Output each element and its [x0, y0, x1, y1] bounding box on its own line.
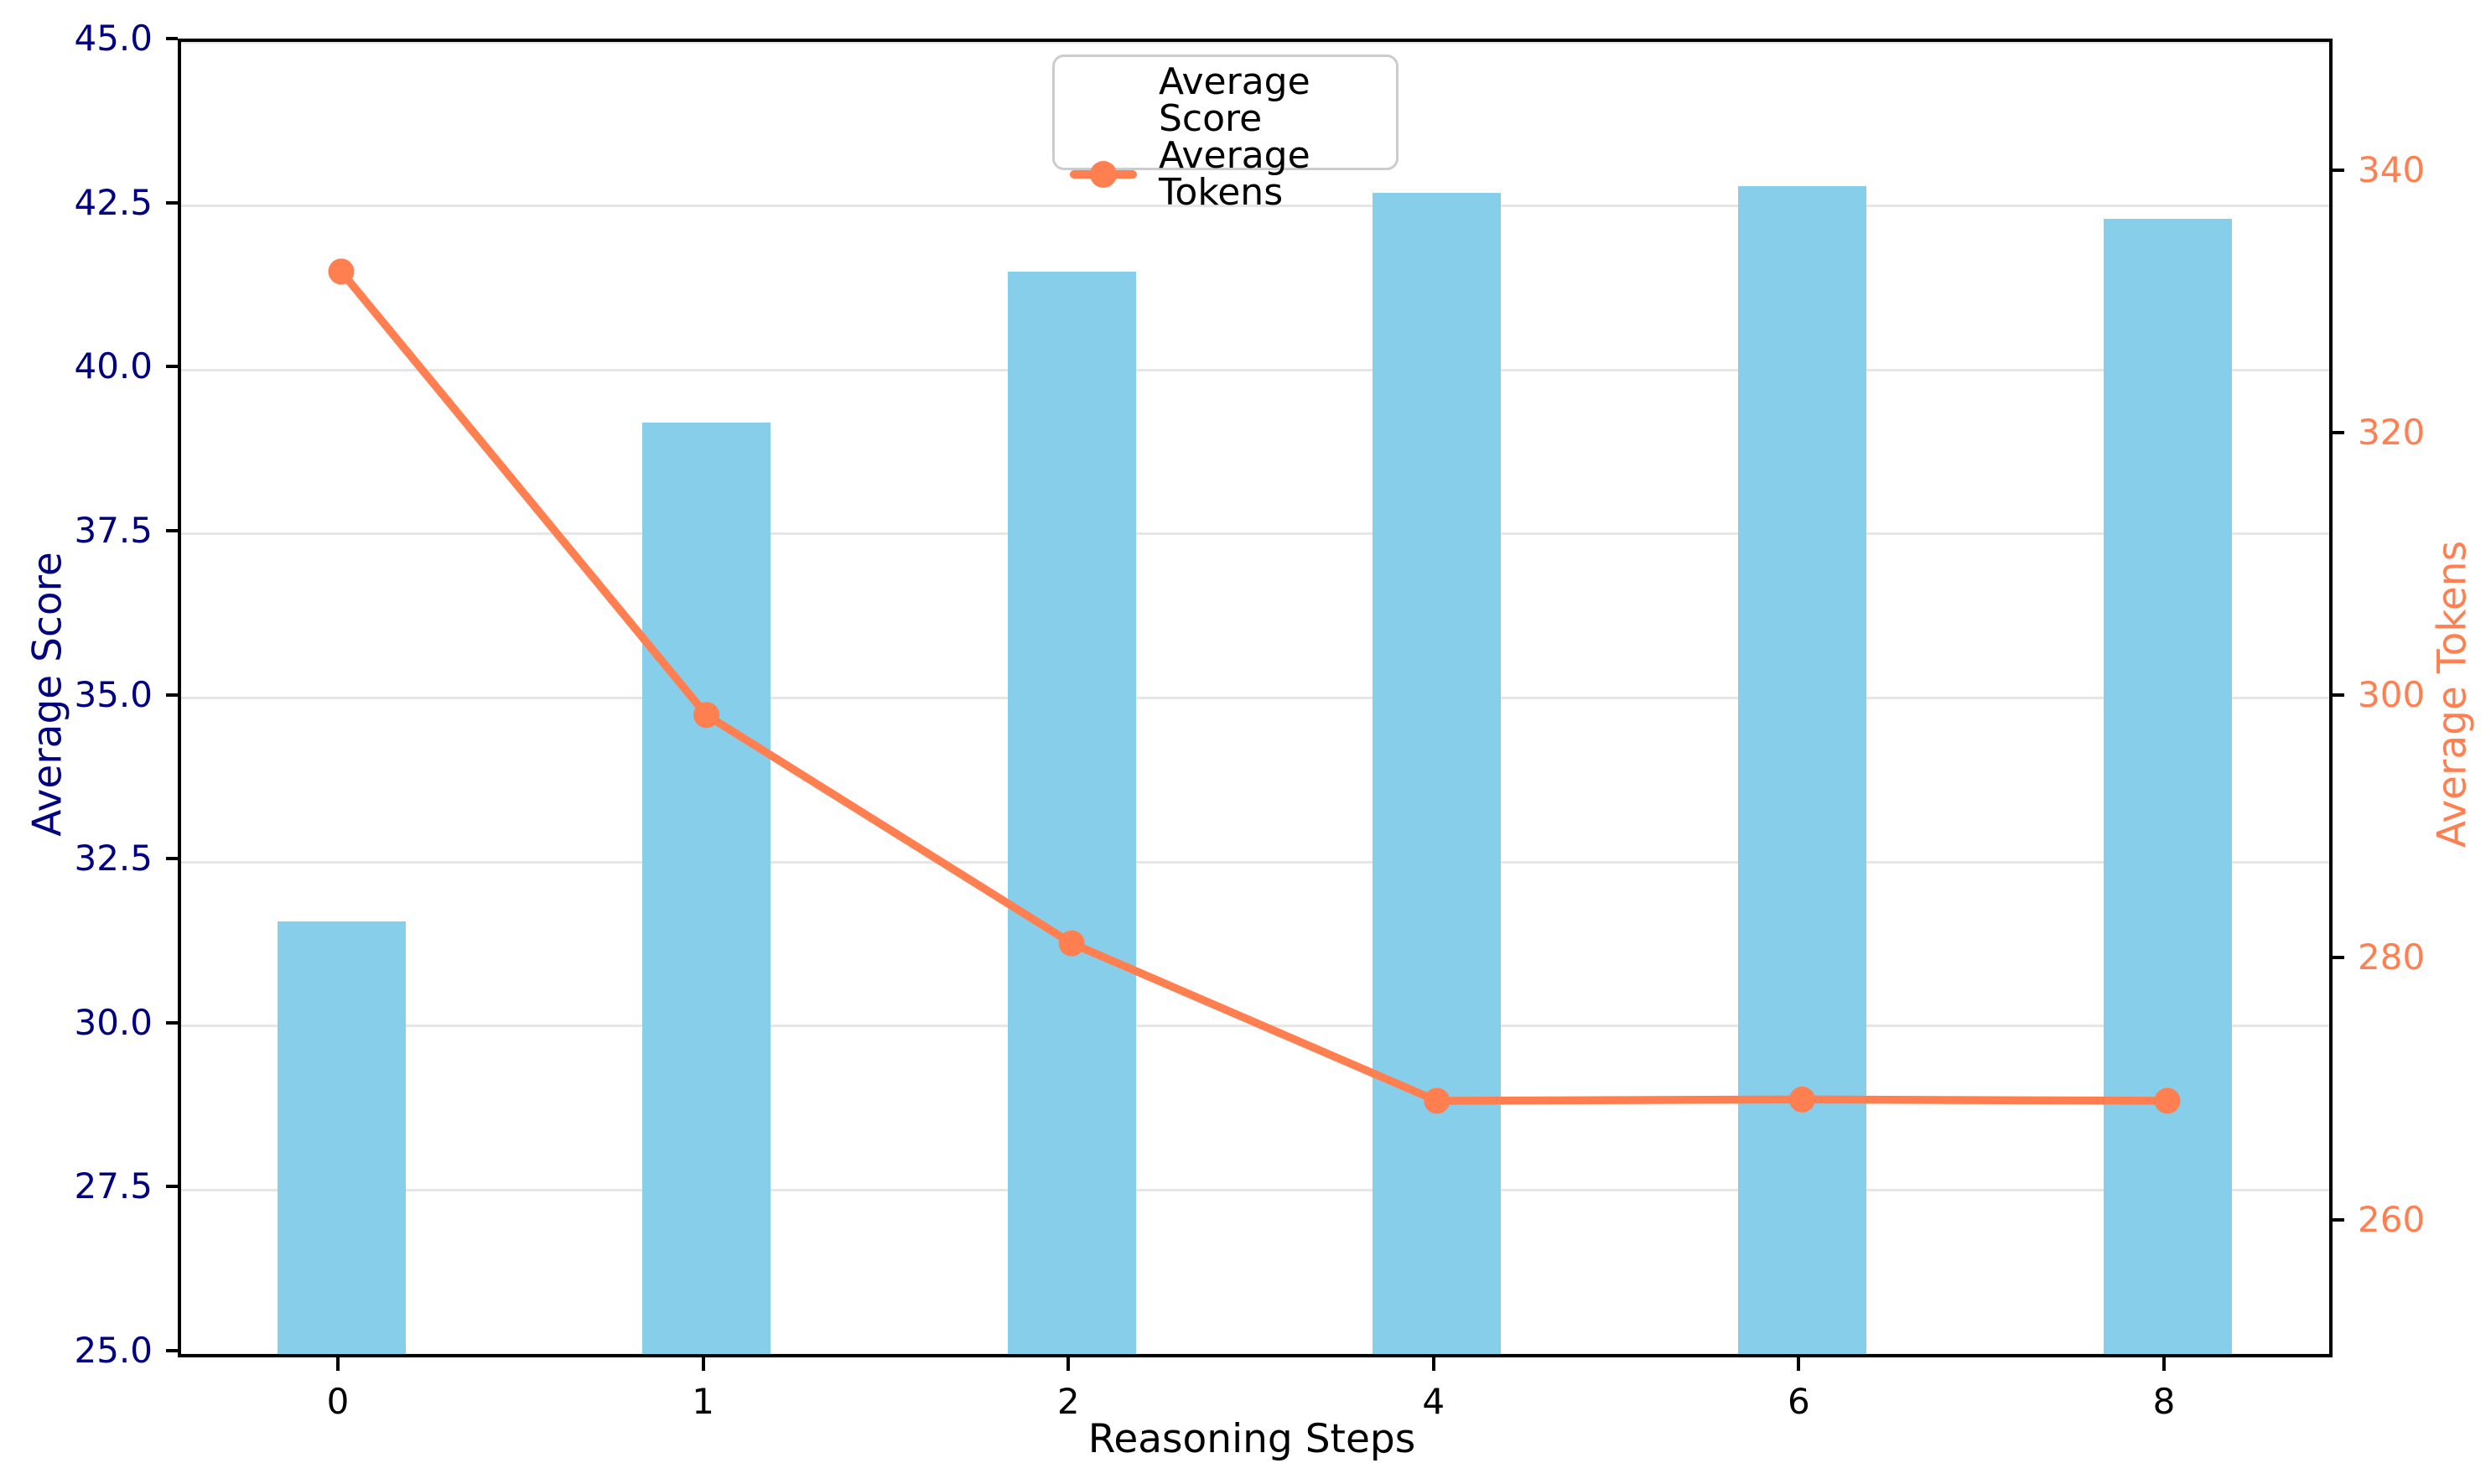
tokens-line-layer	[328, 258, 2181, 1114]
gridline	[181, 368, 2329, 371]
legend-line-swatch	[1070, 161, 1137, 188]
line-marker-2	[1058, 930, 1085, 957]
tick-mark	[166, 1349, 178, 1352]
tick-mark	[166, 37, 178, 40]
y-right-tick-label-280: 280	[2358, 936, 2426, 978]
tick-mark	[2333, 693, 2344, 697]
y-left-axis-label: Average Score	[24, 552, 71, 837]
y-left-tick-label-40.0: 40.0	[74, 345, 153, 387]
y-left-tick-label-45.0: 45.0	[74, 18, 153, 59]
y-right-tick-label-320: 320	[2358, 411, 2426, 453]
line-marker-4	[1424, 1087, 1450, 1114]
x-tick-label-0: 0	[326, 1381, 350, 1422]
y-right-tick-label-300: 300	[2358, 673, 2426, 715]
y-left-tick-label-42.5: 42.5	[74, 181, 153, 223]
bar-8	[2103, 219, 2232, 1354]
bar-2	[1007, 271, 1136, 1354]
x-tick-label-8: 8	[2152, 1381, 2176, 1422]
y-left-tick-label-37.5: 37.5	[74, 509, 153, 551]
x-tick-label-6: 6	[1788, 1381, 1810, 1422]
legend-bar-swatch	[1070, 87, 1137, 114]
tick-mark	[166, 693, 178, 697]
tick-mark	[2162, 1357, 2166, 1371]
gridline	[181, 860, 2329, 864]
y-left-tick-label-30.0: 30.0	[74, 1001, 153, 1043]
gridline	[181, 1352, 2329, 1354]
line-marker-1	[693, 702, 720, 729]
bar-6	[1737, 186, 1866, 1354]
y-right-axis-label: Average Tokens	[2429, 540, 2476, 848]
gridline	[181, 1188, 2329, 1191]
tick-mark	[1797, 1357, 1801, 1371]
bar-4	[1373, 192, 1502, 1354]
tick-mark	[1066, 1357, 1071, 1371]
tick-mark	[166, 1185, 178, 1189]
tick-mark	[166, 528, 178, 532]
gridline	[181, 205, 2329, 208]
y-left-tick-label-27.5: 27.5	[74, 1165, 153, 1207]
gridline	[181, 532, 2329, 536]
tick-mark	[166, 200, 178, 205]
bar-0	[277, 921, 406, 1354]
tick-mark	[2333, 1217, 2344, 1222]
tick-mark	[2333, 430, 2344, 434]
x-axis-label: Reasoning Steps	[1087, 1416, 1416, 1462]
tick-mark	[2333, 168, 2344, 172]
y-right-tick-label-260: 260	[2358, 1198, 2426, 1240]
tick-mark	[166, 857, 178, 861]
plot-inner	[181, 42, 2329, 1354]
y-right-tick-label-340: 340	[2358, 148, 2426, 190]
gridline	[181, 697, 2329, 699]
tick-mark	[336, 1357, 340, 1371]
y-left-tick-label-25.0: 25.0	[74, 1330, 153, 1371]
line-marker-0	[328, 258, 355, 285]
tick-mark	[166, 365, 178, 369]
gridline	[181, 42, 2329, 44]
tick-mark	[701, 1357, 705, 1371]
legend-label-average-tokens: Average Tokens	[1159, 134, 1310, 214]
tick-mark	[2333, 955, 2344, 959]
x-tick-label-1: 1	[692, 1381, 714, 1422]
bar-1	[642, 422, 771, 1354]
tick-mark	[166, 1020, 178, 1025]
legend-label-average-score: Average Score	[1159, 60, 1310, 140]
legend-row-average-tokens: Average Tokens	[1070, 138, 1381, 211]
plot-area	[178, 39, 2333, 1357]
line-marker-icon	[1090, 161, 1117, 188]
line-marker-8	[2154, 1087, 2181, 1114]
x-tick-label-2: 2	[1056, 1381, 1080, 1422]
y-left-tick-label-32.5: 32.5	[74, 838, 153, 880]
tick-mark	[1431, 1357, 1435, 1371]
x-tick-label-4: 4	[1422, 1381, 1445, 1422]
line-marker-6	[1788, 1086, 1815, 1113]
y-left-tick-label-35.0: 35.0	[74, 673, 153, 715]
legend: Average Score Average Tokens	[1052, 54, 1399, 211]
tokens-line	[338, 268, 2168, 1105]
legend-row-average-score: Average Score	[1070, 64, 1381, 138]
